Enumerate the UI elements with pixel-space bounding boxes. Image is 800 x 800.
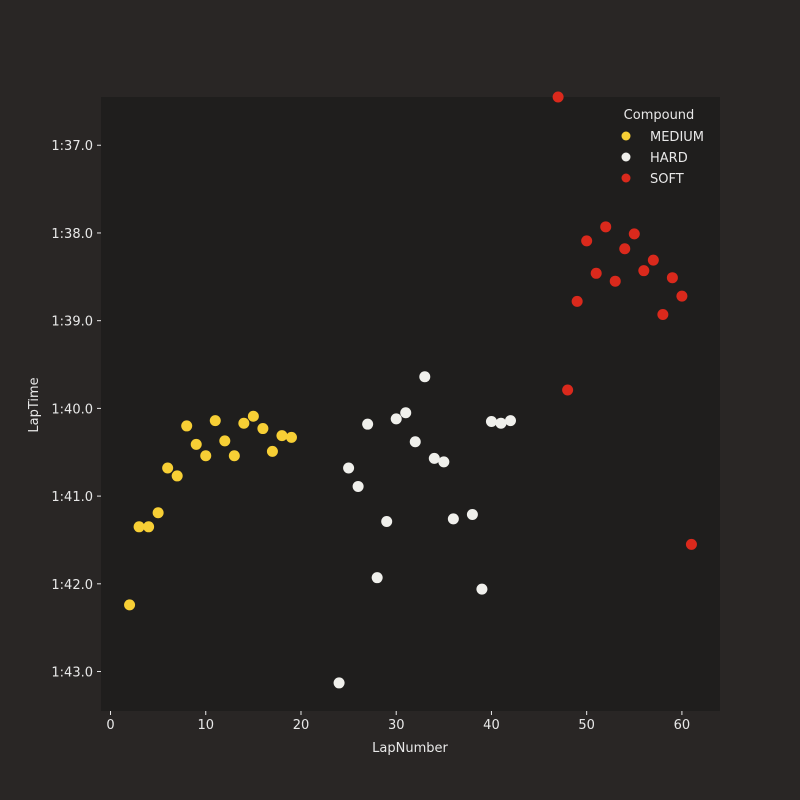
data-point-medium xyxy=(124,599,136,611)
data-point-hard xyxy=(495,417,507,429)
data-point-hard xyxy=(362,418,374,430)
data-point-soft xyxy=(647,254,659,266)
data-point-medium xyxy=(181,420,193,432)
data-point-hard xyxy=(343,462,355,474)
data-point-medium xyxy=(190,438,202,450)
data-point-soft xyxy=(562,384,574,396)
legend: Compound MEDIUM HARD SOFT xyxy=(605,102,715,190)
data-point-medium xyxy=(219,435,231,447)
y-tick-label: 1:37.0 xyxy=(51,139,93,154)
data-point-medium xyxy=(276,430,288,442)
x-tick-label: 60 xyxy=(674,718,691,733)
y-axis: 1:37.0 1:38.0 1:39.0 1:40.0 1:41.0 1:42.0 1:43… xyxy=(51,139,101,681)
x-tick-label: 20 xyxy=(293,718,310,733)
y-tick-label: 1:41.0 xyxy=(51,490,93,505)
data-point-hard xyxy=(476,583,488,595)
y-tick-label: 1:40.0 xyxy=(51,402,93,417)
data-point-medium xyxy=(285,431,297,443)
plot-area xyxy=(101,97,720,711)
legend-label-soft: SOFT xyxy=(650,172,684,187)
data-point-hard xyxy=(466,509,478,521)
legend-marker-medium xyxy=(621,131,631,141)
data-point-soft xyxy=(619,243,631,255)
data-point-medium xyxy=(200,450,212,462)
y-tick-label: 1:38.0 xyxy=(51,227,93,242)
data-point-soft xyxy=(676,290,688,302)
data-point-medium xyxy=(209,415,221,427)
data-point-soft xyxy=(581,235,593,247)
data-point-soft xyxy=(552,91,564,103)
data-point-medium xyxy=(257,423,269,435)
y-tick-label: 1:42.0 xyxy=(51,578,93,593)
y-axis-label: LapTime xyxy=(27,377,42,432)
x-tick-label: 50 xyxy=(578,718,595,733)
data-point-hard xyxy=(504,415,516,427)
legend-title: Compound xyxy=(624,108,695,123)
x-tick-label: 30 xyxy=(388,718,405,733)
legend-marker-hard xyxy=(621,152,631,162)
x-axis: 0 10 20 30 40 50 60 xyxy=(106,711,690,733)
data-point-hard xyxy=(409,436,421,448)
x-tick-label: 10 xyxy=(197,718,214,733)
data-points xyxy=(124,91,697,689)
data-point-hard xyxy=(438,456,450,468)
data-point-medium xyxy=(162,462,174,474)
data-point-soft xyxy=(590,267,602,279)
data-point-hard xyxy=(352,480,364,492)
data-point-hard xyxy=(333,677,345,689)
legend-label-medium: MEDIUM xyxy=(650,130,704,145)
data-point-medium xyxy=(247,410,259,422)
data-point-medium xyxy=(228,450,240,462)
data-point-medium xyxy=(238,417,250,429)
data-point-medium xyxy=(266,445,278,457)
data-point-soft xyxy=(609,275,621,287)
legend-marker-soft xyxy=(621,173,631,183)
data-point-medium xyxy=(171,470,183,482)
data-point-hard xyxy=(371,572,383,584)
x-axis-label: LapNumber xyxy=(372,741,448,756)
legend-label-hard: HARD xyxy=(650,151,688,166)
y-tick-label: 1:43.0 xyxy=(51,666,93,681)
data-point-hard xyxy=(390,413,402,425)
y-tick-label: 1:39.0 xyxy=(51,315,93,330)
data-point-hard xyxy=(428,452,440,464)
x-tick-label: 0 xyxy=(106,718,114,733)
data-point-soft xyxy=(638,265,650,277)
data-point-soft xyxy=(666,272,678,284)
data-point-hard xyxy=(381,516,393,528)
data-point-soft xyxy=(657,309,669,321)
data-point-medium xyxy=(133,521,145,533)
data-point-soft xyxy=(600,221,612,233)
data-point-hard xyxy=(447,513,459,525)
data-point-soft xyxy=(685,538,697,550)
data-point-soft xyxy=(628,228,640,240)
data-point-hard xyxy=(419,371,431,383)
data-point-hard xyxy=(485,416,497,428)
data-point-hard xyxy=(400,407,412,419)
data-point-medium xyxy=(143,521,155,533)
data-point-soft xyxy=(571,295,583,307)
data-point-medium xyxy=(152,507,164,519)
x-tick-label: 40 xyxy=(483,718,500,733)
